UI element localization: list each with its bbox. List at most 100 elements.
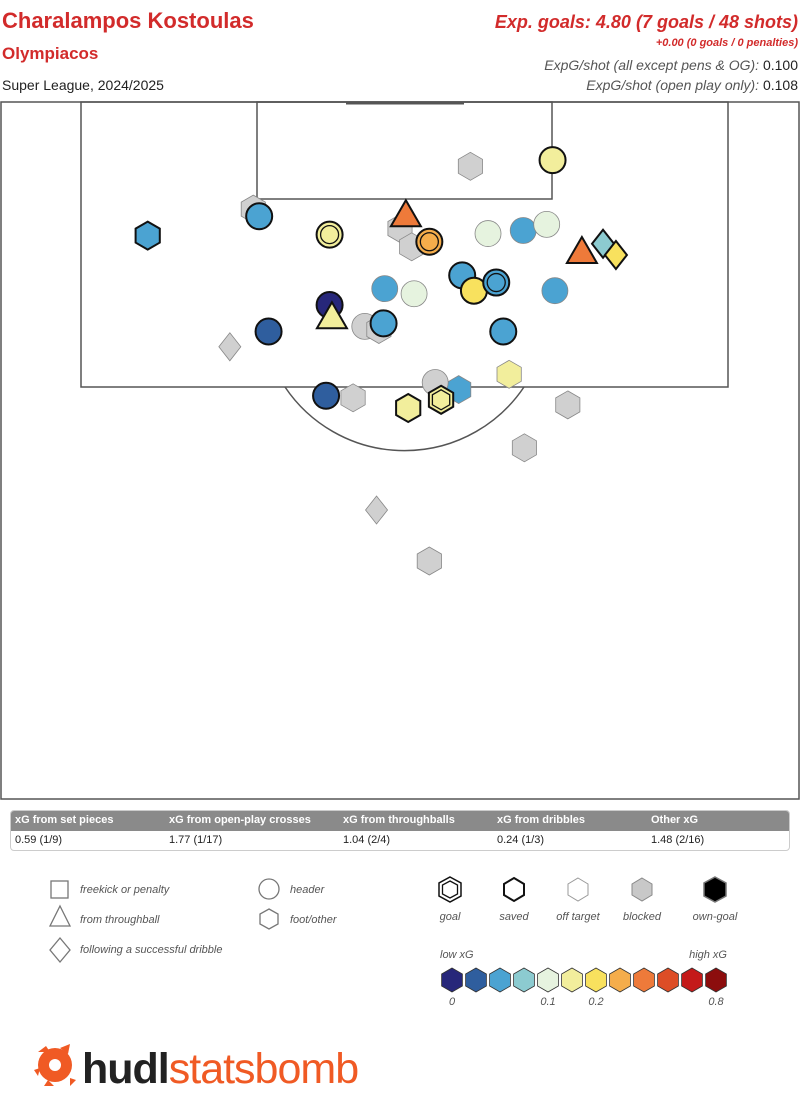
- shot-marker-36: [427, 384, 455, 415]
- hexagon-icon: [259, 908, 279, 930]
- xg-value-dribbles: 0.24 (1/3): [497, 834, 545, 846]
- xg-header-throughballs: xG from throughballs: [343, 814, 455, 826]
- scale-tick-0-1: 0.1: [540, 996, 555, 1008]
- expg-all-label: ExpG/shot (all except pens & OG):: [544, 57, 760, 73]
- penalty-arc: [284, 386, 525, 452]
- xg-header-crosses: xG from open-play crosses: [169, 814, 311, 826]
- xg-breakdown-table: xG from set pieces xG from open-play cro…: [10, 810, 790, 851]
- circle-icon: [258, 878, 280, 900]
- shot-marker-19: [541, 277, 569, 305]
- shot-marker-13: [565, 234, 599, 264]
- shot-marker-3: [245, 202, 274, 231]
- xg-value-throughballs: 1.04 (2/4): [343, 834, 391, 846]
- scale-swatch-6: [585, 967, 607, 993]
- legend-goal: goal: [440, 911, 461, 923]
- legend-saved: saved: [499, 911, 529, 923]
- xg-value-other: 1.48 (2/16): [651, 834, 705, 846]
- square-icon: [50, 880, 69, 899]
- scale-tick-0-2: 0.2: [588, 996, 603, 1008]
- legend-dribble: following a successful dribble: [80, 944, 222, 956]
- legend-blocked: blocked: [623, 911, 662, 923]
- shot-marker-4: [134, 220, 161, 251]
- shot-marker-21: [400, 280, 428, 308]
- legend-off-target: off target: [556, 911, 600, 923]
- legend-high-xg: high xG: [689, 949, 727, 961]
- xg-value-set-pieces: 0.59 (1/9): [15, 834, 63, 846]
- legend-own-goal: own-goal: [693, 911, 738, 923]
- expg-all-row: ExpG/shot (all except pens & OG): 0.100: [544, 57, 798, 73]
- legend-freekick: freekick or penalty: [80, 884, 171, 896]
- xg-header-dribbles: xG from dribbles: [497, 814, 586, 826]
- penalties-line: +0.00 (0 goals / 0 penalties): [655, 37, 798, 49]
- triangle-icon: [48, 904, 72, 927]
- shot-marker-37: [555, 390, 581, 420]
- shot-marker-27: [254, 317, 283, 346]
- shots-layer: [134, 146, 629, 576]
- legend: freekick or penalty from throughball fol…: [48, 876, 738, 1008]
- scale-swatch-4: [537, 967, 559, 993]
- shot-marker-7: [389, 198, 423, 228]
- shot-marker-34: [312, 381, 341, 410]
- shot-marker-0: [457, 151, 483, 181]
- hudl-statsbomb-wordmark: hudlstatsbomb: [82, 1045, 359, 1093]
- expg-open-value: 0.108: [762, 77, 798, 93]
- blocked-icon: [631, 877, 653, 902]
- shot-marker-35: [395, 392, 422, 424]
- shot-marker-10: [474, 220, 502, 247]
- shot-marker-29: [489, 317, 518, 346]
- saved-icon: [503, 876, 525, 903]
- shot-marker-15: [603, 239, 629, 271]
- scale-swatch-7: [609, 967, 631, 993]
- scale-tick-0-8: 0.8: [708, 996, 724, 1008]
- scale-swatch-5: [561, 967, 583, 993]
- expg-open-label: ExpG/shot (open play only):: [586, 77, 760, 93]
- xg-header-set-pieces: xG from set pieces: [15, 814, 114, 826]
- scale-swatch-0: [441, 967, 463, 993]
- xg-table-values: 0.59 (1/9) 1.77 (1/17) 1.04 (2/4) 0.24 (…: [11, 831, 789, 850]
- scale-swatch-1: [465, 967, 487, 993]
- xg-color-scale: [441, 967, 727, 993]
- diamond-icon: [49, 936, 71, 964]
- shot-marker-26: [369, 309, 398, 338]
- xg-headline: Exp. goals: 4.80 (7 goals / 48 shots): [494, 12, 798, 32]
- team-name: Olympiacos: [2, 44, 99, 63]
- shot-marker-12: [533, 211, 561, 238]
- shot-marker-1: [538, 146, 567, 175]
- expg-open-row: ExpG/shot (open play only): 0.108: [586, 77, 798, 93]
- goal-icon: [438, 876, 462, 903]
- scale-swatch-2: [489, 967, 511, 993]
- legend-foot: foot/other: [290, 914, 338, 926]
- shot-marker-28: [218, 332, 242, 362]
- shot-marker-9: [415, 227, 444, 256]
- scale-swatch-10: [681, 967, 703, 993]
- scale-swatch-9: [657, 967, 679, 993]
- legend-low-xg: low xG: [440, 949, 474, 961]
- shot-marker-23: [315, 300, 349, 330]
- shot-marker-5: [315, 220, 344, 249]
- scale-swatch-11: [705, 967, 727, 993]
- shot-marker-39: [365, 495, 389, 525]
- shot-marker-38: [511, 433, 537, 463]
- scale-swatch-3: [513, 967, 535, 993]
- expg-all-value: 0.100: [762, 57, 798, 73]
- legend-throughball: from throughball: [80, 914, 160, 926]
- shot-marker-31: [496, 359, 522, 389]
- off-target-icon: [567, 877, 589, 902]
- competition-season: Super League, 2024/2025: [2, 77, 164, 93]
- shot-marker-40: [416, 546, 442, 576]
- shot-marker-11: [509, 217, 537, 244]
- shot-marker-20: [371, 275, 399, 303]
- shot-marker-14: [590, 228, 616, 260]
- legend-header: header: [290, 884, 326, 896]
- xg-table-header: xG from set pieces xG from open-play cro…: [11, 811, 789, 831]
- scale-tick-0: 0: [449, 996, 456, 1008]
- player-name: Charalampos Kostoulas: [2, 8, 254, 33]
- own-goal-icon: [703, 876, 727, 903]
- xg-value-crosses: 1.77 (1/17): [169, 834, 223, 846]
- xg-header-other: Other xG: [651, 814, 699, 826]
- hudl-logo-icon: [34, 1044, 76, 1086]
- scale-swatch-8: [633, 967, 655, 993]
- shot-marker-33: [340, 383, 366, 413]
- shot-map: [0, 101, 800, 800]
- shot-marker-18: [482, 268, 511, 297]
